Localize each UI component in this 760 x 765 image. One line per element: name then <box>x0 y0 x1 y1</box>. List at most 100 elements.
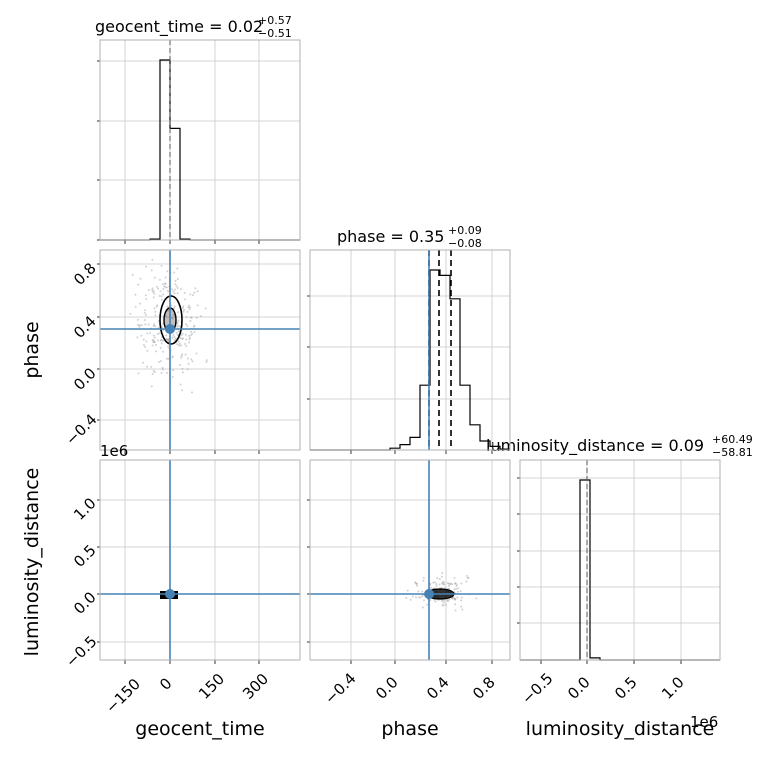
sample-point <box>167 340 170 343</box>
sample-point <box>165 334 168 337</box>
sample-point <box>459 590 462 593</box>
sample-point <box>167 345 170 348</box>
sample-point <box>177 330 180 333</box>
lum-x-offset: 1e6 <box>690 713 718 731</box>
sample-point <box>441 600 444 603</box>
sample-point <box>137 372 140 375</box>
hist-lum-group <box>520 479 720 661</box>
sample-point <box>455 585 458 588</box>
sample-point <box>162 293 165 296</box>
sample-point <box>160 295 163 298</box>
sample-point <box>195 352 198 355</box>
sample-point <box>193 291 196 294</box>
sample-point <box>422 576 425 579</box>
sample-point <box>137 318 140 321</box>
sample-point <box>438 583 441 586</box>
sample-point <box>449 583 452 586</box>
sample-point <box>165 357 168 360</box>
sample-point <box>177 340 180 343</box>
sample-point <box>165 337 168 340</box>
tick-phase-x-0: −0.4 <box>321 669 359 707</box>
sample-point <box>134 293 137 296</box>
sample-point <box>152 324 155 327</box>
panel-lum-hist: −0.5 0.0 0.5 1.0 1e6 <box>517 459 721 731</box>
sample-point <box>172 290 175 293</box>
sample-point <box>414 581 417 584</box>
sample-point <box>192 325 195 328</box>
sample-point <box>179 383 182 386</box>
sample-point <box>181 367 184 370</box>
sample-point <box>164 276 167 279</box>
sample-point <box>153 307 156 310</box>
sample-point <box>180 356 183 359</box>
sample-point <box>453 597 456 600</box>
sample-point <box>166 289 169 292</box>
sample-point <box>144 313 147 316</box>
sample-point <box>136 336 139 339</box>
sample-point <box>467 576 470 579</box>
sample-point <box>146 332 149 335</box>
sample-point <box>442 599 445 602</box>
tick-lum-y-2: 0.0 <box>70 588 100 618</box>
sample-point <box>166 309 169 312</box>
sample-point <box>144 294 147 297</box>
sample-point <box>451 583 454 586</box>
title-phase-sub: −0.08 <box>448 237 482 250</box>
sample-point <box>131 273 134 276</box>
sample-point <box>453 597 456 600</box>
sample-point <box>176 322 179 325</box>
panel-lum-vs-phase: −0.4 0.0 0.4 0.8 <box>307 459 511 708</box>
sample-point <box>460 599 463 602</box>
sample-point <box>186 325 189 328</box>
sample-point <box>173 305 176 308</box>
sample-point <box>147 288 150 291</box>
sample-point <box>153 371 156 374</box>
title-lum-sub: −58.81 <box>712 446 753 459</box>
sample-point <box>176 321 179 324</box>
sample-point <box>171 336 174 339</box>
sample-point <box>179 337 182 340</box>
sample-point <box>167 338 170 341</box>
sample-point <box>173 271 176 274</box>
sample-point <box>162 288 165 291</box>
panel-phase-vs-geocent: 0.8 0.4 0.0 −0.4 <box>62 249 301 454</box>
sample-point <box>137 283 140 286</box>
sample-point <box>138 324 141 327</box>
sample-point <box>172 369 175 372</box>
sample-point <box>167 338 170 341</box>
sample-point <box>177 344 180 347</box>
sample-point <box>454 603 457 606</box>
sample-point <box>151 287 154 290</box>
sample-point <box>142 338 145 341</box>
sample-point <box>151 344 154 347</box>
sample-point <box>176 267 179 270</box>
tick-phase-x-2: 0.4 <box>423 673 453 703</box>
sample-point <box>475 597 478 600</box>
xlabel-lum: luminosity_distance <box>526 718 715 740</box>
sample-point <box>189 316 192 319</box>
tick-lum-x-2: 0.5 <box>611 673 641 703</box>
sample-point <box>436 577 439 580</box>
sample-point <box>440 575 443 578</box>
sample-point <box>165 371 168 374</box>
sample-point <box>178 342 181 345</box>
sample-point <box>181 353 184 356</box>
sample-point <box>422 599 425 602</box>
sample-point <box>181 337 184 340</box>
sample-point <box>165 338 168 341</box>
sample-point <box>160 298 163 301</box>
sample-point <box>438 578 441 581</box>
sample-point <box>180 354 183 357</box>
sample-point <box>147 323 150 326</box>
sample-point <box>158 294 161 297</box>
xlabel-phase: phase <box>381 718 438 740</box>
sample-point <box>145 297 148 300</box>
sample-point <box>165 286 168 289</box>
sample-point <box>171 356 174 359</box>
sample-point <box>181 332 184 335</box>
sample-point <box>144 309 147 312</box>
xlabel-geocent: geocent_time <box>135 718 264 740</box>
sample-point <box>199 315 202 318</box>
sample-point <box>153 292 156 295</box>
sample-point <box>417 590 420 593</box>
